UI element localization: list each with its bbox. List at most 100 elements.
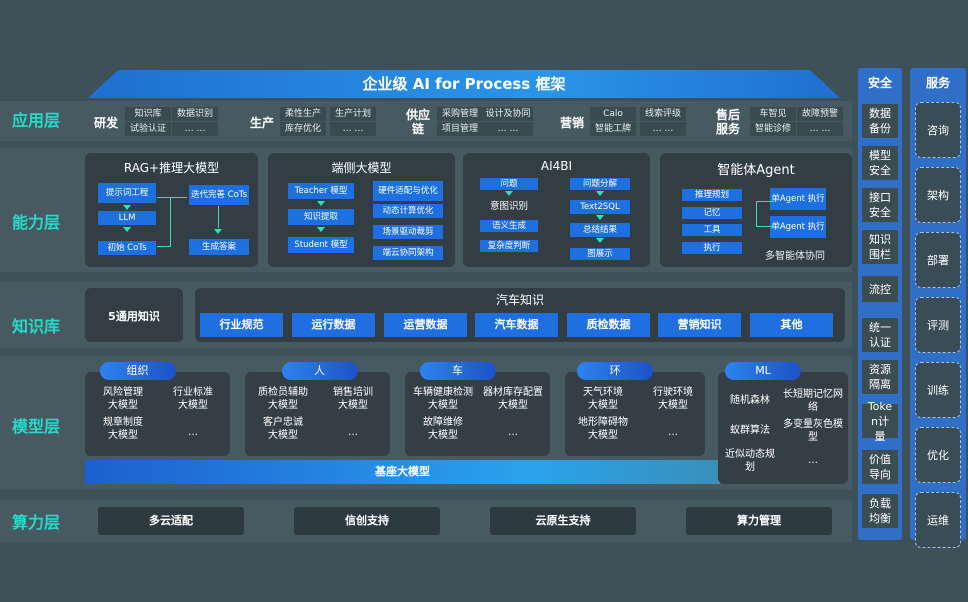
app-item[interactable]: 车智见 [750,107,796,121]
app-item[interactable]: 故障预警 [797,107,843,121]
compute-button[interactable]: 多云适配 [98,507,244,535]
compute-button[interactable]: 算力管理 [686,507,832,535]
security-item[interactable]: 知识围栏 [862,230,898,264]
capability-item[interactable]: 记忆 [682,207,742,219]
model-item[interactable]: 天气环境 大模型 [583,387,623,411]
security-item[interactable]: 价值导向 [862,450,898,484]
model-item[interactable]: 行驶环境 大模型 [653,387,693,411]
capability-item[interactable]: 生成答案 [189,239,249,255]
model-item[interactable]: 故障维修 大模型 [423,417,463,441]
capability-item[interactable]: 工具 [682,224,742,236]
app-item[interactable]: 项目管理 [437,122,483,136]
security-item[interactable]: 资源隔离 [862,360,898,394]
model-item[interactable]: … [348,427,358,438]
knowledge-item[interactable]: 汽车数据 [475,313,558,337]
capability-item[interactable]: Teacher 模型 [288,183,354,199]
app-item[interactable]: … … [330,122,376,136]
app-item[interactable]: 库存优化 [280,122,326,136]
capability-item[interactable]: 硬件适配与优化 [373,181,443,201]
capability-item[interactable]: 问题分解 [570,178,630,190]
security-item[interactable]: 流控 [862,276,898,302]
compute-button[interactable]: 信创支持 [294,507,440,535]
security-item[interactable]: 模型安全 [862,146,898,180]
capability-item[interactable]: 初始 CoTs [98,241,156,255]
model-category-pill[interactable]: ML [725,362,801,380]
app-item[interactable]: Calo [590,107,636,121]
capability-item[interactable]: 复杂度判断 [480,240,538,252]
app-item[interactable]: 线索评级 [640,107,686,121]
model-item[interactable]: 蚁群算法 [730,425,770,436]
model-item[interactable]: 多变量灰色模型 [783,419,843,443]
app-item[interactable]: 柔性生产 [280,107,326,121]
knowledge-item[interactable]: 运行数据 [292,313,375,337]
model-item[interactable]: 行业标准 大模型 [173,387,213,411]
service-item[interactable]: 运维 [915,492,961,548]
capability-item[interactable]: 执行 [682,242,742,254]
model-category-pill[interactable]: 人 [281,362,358,380]
app-item[interactable]: … … [172,122,218,136]
model-item[interactable]: 地形障碍物 大模型 [578,417,628,441]
app-item[interactable]: … … [483,122,533,136]
service-item[interactable]: 咨询 [915,102,961,158]
capability-item[interactable]: 单Agent 执行 [770,188,826,210]
service-item[interactable]: 评测 [915,297,961,353]
app-item[interactable]: 智能工牌 [590,122,636,136]
service-item[interactable]: 部署 [915,232,961,288]
security-item[interactable]: 统一认证 [862,318,898,352]
model-item[interactable]: 质检员辅助 大模型 [258,387,308,411]
capability-item[interactable]: 迭代完善 CoTs [189,185,249,205]
security-item[interactable]: 接口安全 [862,188,898,222]
model-item[interactable]: 车辆健康检测 大模型 [413,387,473,411]
knowledge-item[interactable]: 其他 [750,313,833,337]
model-item[interactable]: 器材库存配置 大模型 [483,387,543,411]
service-item[interactable]: 优化 [915,427,961,483]
capability-item[interactable]: 提示词工程 [98,183,156,203]
model-item[interactable]: … [668,427,678,438]
capability-item[interactable]: 单Agent 执行 [770,216,826,238]
app-item[interactable]: 生产计划 [330,107,376,121]
capability-item[interactable]: 语义生成 [480,220,538,232]
app-item[interactable]: 数据识别 [172,107,218,121]
model-item[interactable]: … [808,455,818,466]
model-item[interactable]: 长短期记忆网络 [783,389,843,413]
model-category-pill[interactable]: 组织 [99,362,176,380]
model-category-pill[interactable]: 环 [577,362,653,380]
security-item[interactable]: Token计量 [862,400,898,443]
app-item[interactable]: … … [640,122,686,136]
capability-item[interactable]: Text2SQL [570,200,630,214]
service-item[interactable]: 架构 [915,167,961,223]
app-item[interactable]: 试验认证 [125,122,171,136]
model-item[interactable]: 随机森林 [730,395,770,406]
compute-button[interactable]: 云原生支持 [490,507,636,535]
capability-item[interactable]: Student 模型 [288,237,354,253]
capability-item[interactable]: 总结结果 [570,223,630,237]
capability-item[interactable]: LLM [98,211,156,225]
security-item[interactable]: 负载均衡 [862,494,898,528]
capability-item[interactable]: 问题 [480,178,538,190]
model-item[interactable]: 风险管理 大模型 [103,387,143,411]
model-item[interactable]: … [508,427,518,438]
knowledge-item[interactable]: 运营数据 [384,313,467,337]
knowledge-item[interactable]: 营销知识 [658,313,741,337]
knowledge-item[interactable]: 质检数据 [567,313,650,337]
app-item[interactable]: 采购管理 [437,107,483,121]
capability-item[interactable]: 知识提取 [288,209,354,225]
service-item[interactable]: 训练 [915,362,961,418]
app-item[interactable]: 知识库 [125,107,171,121]
app-item[interactable]: 智能诊修 [750,122,796,136]
model-item[interactable]: … [188,427,198,438]
capability-item[interactable]: 端云协同架构 [373,246,443,260]
model-item[interactable]: 近似动态规划 [725,449,775,473]
security-item[interactable]: 数据备份 [862,104,898,138]
knowledge-item[interactable]: 行业规范 [200,313,283,337]
model-item[interactable]: 规章制度 大模型 [103,417,143,441]
capability-item[interactable]: 图展示 [570,248,630,260]
capability-item[interactable]: 动态计算优化 [373,204,443,218]
app-item[interactable]: … … [797,122,843,136]
model-category-pill[interactable]: 车 [419,362,496,380]
app-item[interactable]: 设计及协同 [483,107,533,121]
capability-item[interactable]: 推理规划 [682,189,742,201]
model-item[interactable]: 销售培训 大模型 [333,387,373,411]
capability-item[interactable]: 场景驱动裁剪 [373,225,443,239]
model-item[interactable]: 客户忠诚 大模型 [263,417,303,441]
